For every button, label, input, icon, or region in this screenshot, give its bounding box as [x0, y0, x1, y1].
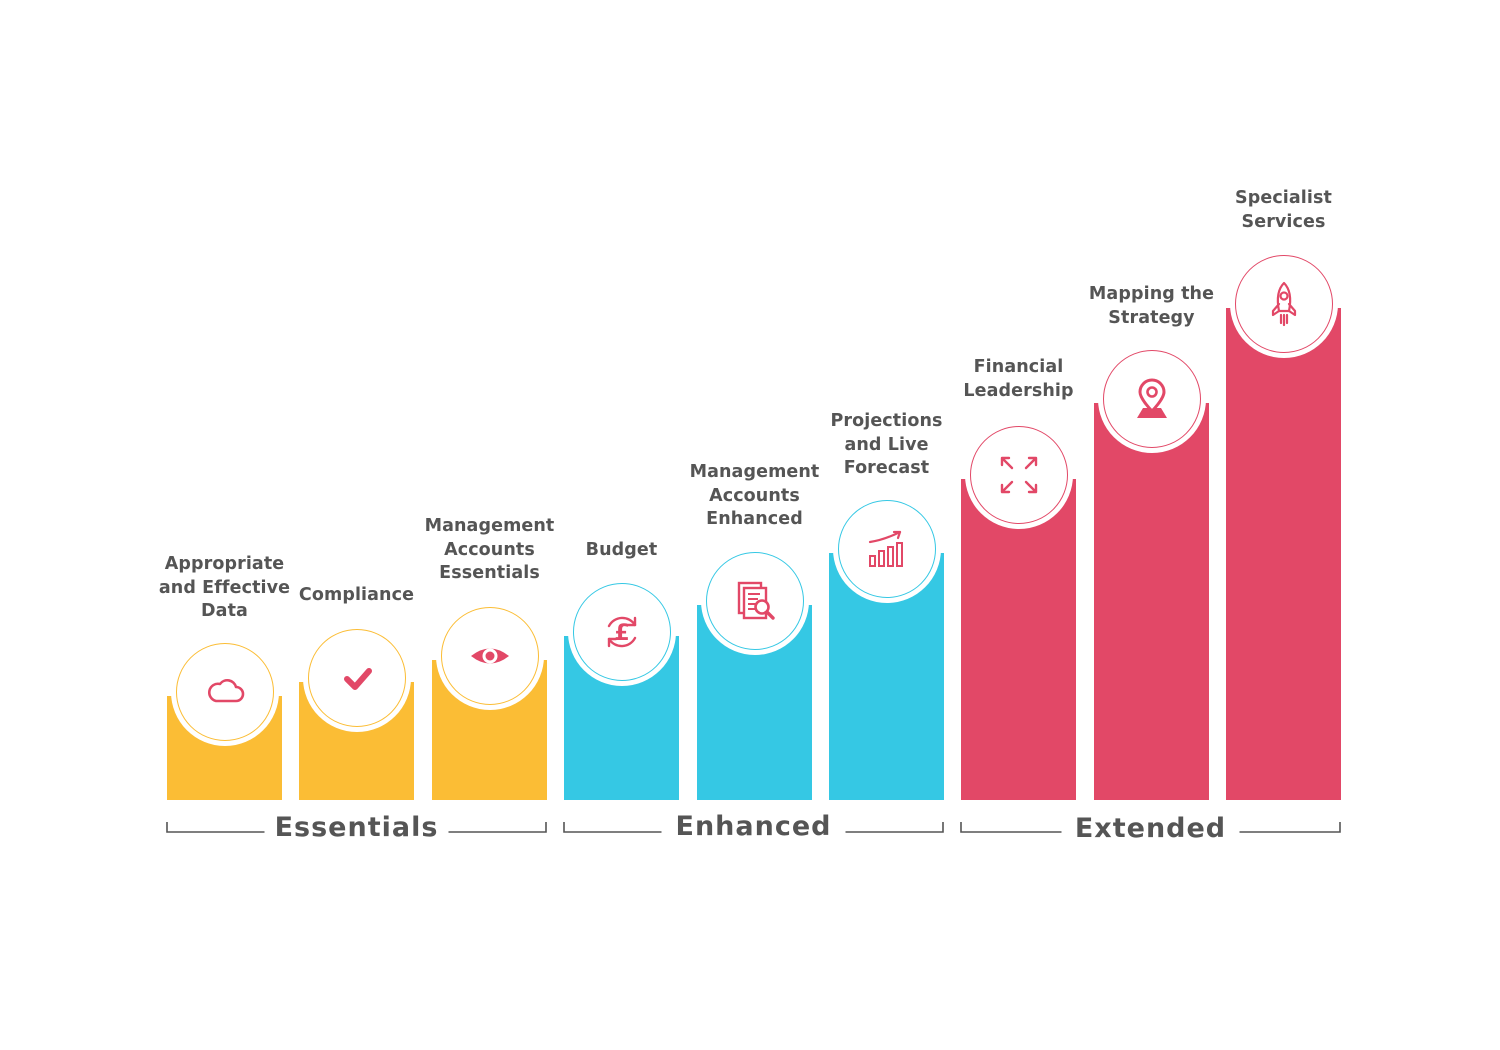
cloud-icon	[207, 678, 244, 703]
step-label: Management Accounts Essentials	[424, 516, 555, 583]
bracket-left-line	[960, 822, 1062, 833]
bracket-left-line	[563, 822, 662, 833]
bracket-left-line	[166, 822, 265, 833]
step-icon-circle	[175, 643, 274, 741]
step-label: Financial Leadership	[963, 357, 1074, 401]
step-icon-circle: £	[572, 583, 671, 681]
pound-cycle-icon: £	[607, 616, 636, 648]
step-icon-circle	[705, 552, 804, 650]
step-label: Projections and Live Forecast	[830, 411, 943, 478]
bracket-right-line	[448, 822, 547, 833]
step-icon-circle	[969, 426, 1068, 524]
step-label: Specialist Services	[1235, 188, 1332, 232]
step-label: Appropriate and Effective Data	[158, 554, 291, 621]
eye-icon	[470, 648, 509, 664]
step-bar	[1226, 308, 1341, 800]
step-icon-circle	[837, 500, 936, 598]
group-label: Enhanced	[675, 811, 832, 842]
map-pin-icon	[1136, 378, 1167, 418]
document-search-icon	[737, 581, 775, 620]
step-icon-circle	[1234, 255, 1333, 353]
step-bar	[961, 479, 1076, 800]
step-bar	[1094, 403, 1209, 800]
step-label: Management Accounts Enhanced	[689, 462, 820, 529]
svg-text:£: £	[614, 621, 629, 646]
group-label: Extended	[1074, 813, 1227, 844]
step-icon-circle	[1102, 350, 1201, 448]
step-label: Budget	[585, 540, 658, 560]
step-icon-circle	[307, 629, 406, 727]
rocket-icon	[1271, 281, 1296, 327]
step-label: Compliance	[298, 585, 415, 605]
step-icon-circle	[440, 607, 539, 705]
expand-arrows-icon	[1000, 456, 1037, 494]
growth-chart-icon	[868, 530, 903, 567]
bracket-right-line	[845, 822, 944, 833]
checkmark-icon	[343, 668, 372, 690]
group-label: Essentials	[274, 812, 439, 843]
step-label: Mapping the Strategy	[1088, 284, 1215, 328]
bracket-right-line	[1239, 822, 1341, 833]
